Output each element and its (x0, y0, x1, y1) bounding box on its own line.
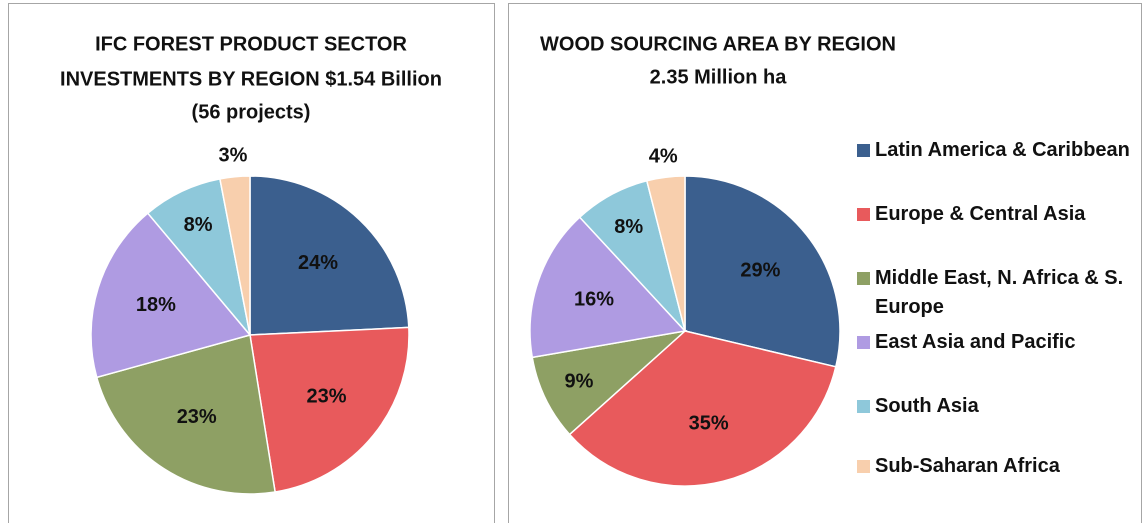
legend-label: Europe & Central Asia (875, 203, 1086, 225)
legend-swatch (857, 400, 870, 413)
data-label: 24% (298, 252, 338, 274)
pie-slice (95, 334, 276, 495)
legend-swatch (857, 460, 870, 473)
legend-item: Latin America & Caribbean (857, 136, 1142, 200)
pie-slice (529, 216, 687, 359)
data-label: 23% (306, 385, 346, 407)
chart-title: 2.35 Million ha (650, 66, 788, 88)
data-label: 9% (565, 371, 594, 393)
chart-title: (56 projects) (192, 101, 311, 123)
legend-label: Sub-Saharan Africa (875, 455, 1060, 477)
legend-swatch (857, 336, 870, 349)
data-label: 23% (177, 406, 217, 428)
pie-slice (645, 175, 686, 332)
pie-slice (531, 329, 688, 436)
data-label: 29% (740, 260, 780, 282)
data-label: 18% (136, 294, 176, 316)
chart-title: WOOD SOURCING AREA BY REGION (540, 33, 896, 55)
legend-item: East Asia and Pacific (857, 328, 1142, 392)
legend-label: South Asia (875, 395, 979, 417)
legend-item: Sub-Saharan Africa (857, 452, 1142, 516)
chart-title: INVESTMENTS BY REGION $1.54 Billion (60, 68, 442, 90)
chart-panel (508, 3, 1142, 523)
legend-label: Middle East, N. Africa & S. Europe (875, 267, 1124, 318)
legend: Latin America & Caribbean Europe & Centra… (857, 136, 1142, 516)
pie-slice (249, 175, 410, 336)
pie-slice (249, 326, 410, 493)
legend-item: South Asia (857, 392, 1142, 452)
data-label: 35% (689, 412, 729, 434)
data-label: 3% (218, 144, 247, 166)
legend-swatch (857, 272, 870, 285)
data-label: 4% (649, 145, 678, 167)
legend-item: Europe & Central Asia (857, 200, 1142, 264)
legend-item: Middle East, N. Africa & S. Europe (857, 264, 1142, 328)
pie-slice (90, 212, 252, 379)
legend-swatch (857, 208, 870, 221)
data-label: 8% (614, 216, 643, 238)
legend-label: Latin America & Caribbean (875, 139, 1130, 161)
chart-title: IFC FOREST PRODUCT SECTOR (95, 33, 407, 55)
data-label: 8% (184, 214, 213, 236)
pie-slice (219, 175, 251, 336)
pie-slice (568, 330, 837, 487)
chart-panel (8, 3, 495, 523)
data-label: 16% (574, 288, 614, 310)
legend-swatch (857, 144, 870, 157)
pie-slice (684, 175, 841, 368)
legend-label: East Asia and Pacific (875, 331, 1076, 353)
